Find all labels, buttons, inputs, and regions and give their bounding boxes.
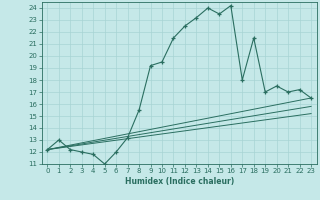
X-axis label: Humidex (Indice chaleur): Humidex (Indice chaleur) <box>124 177 234 186</box>
